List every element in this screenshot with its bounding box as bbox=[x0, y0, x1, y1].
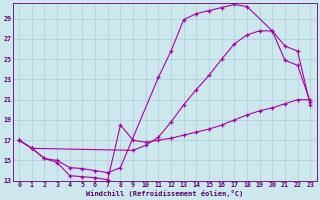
X-axis label: Windchill (Refroidissement éolien,°C): Windchill (Refroidissement éolien,°C) bbox=[86, 190, 243, 197]
